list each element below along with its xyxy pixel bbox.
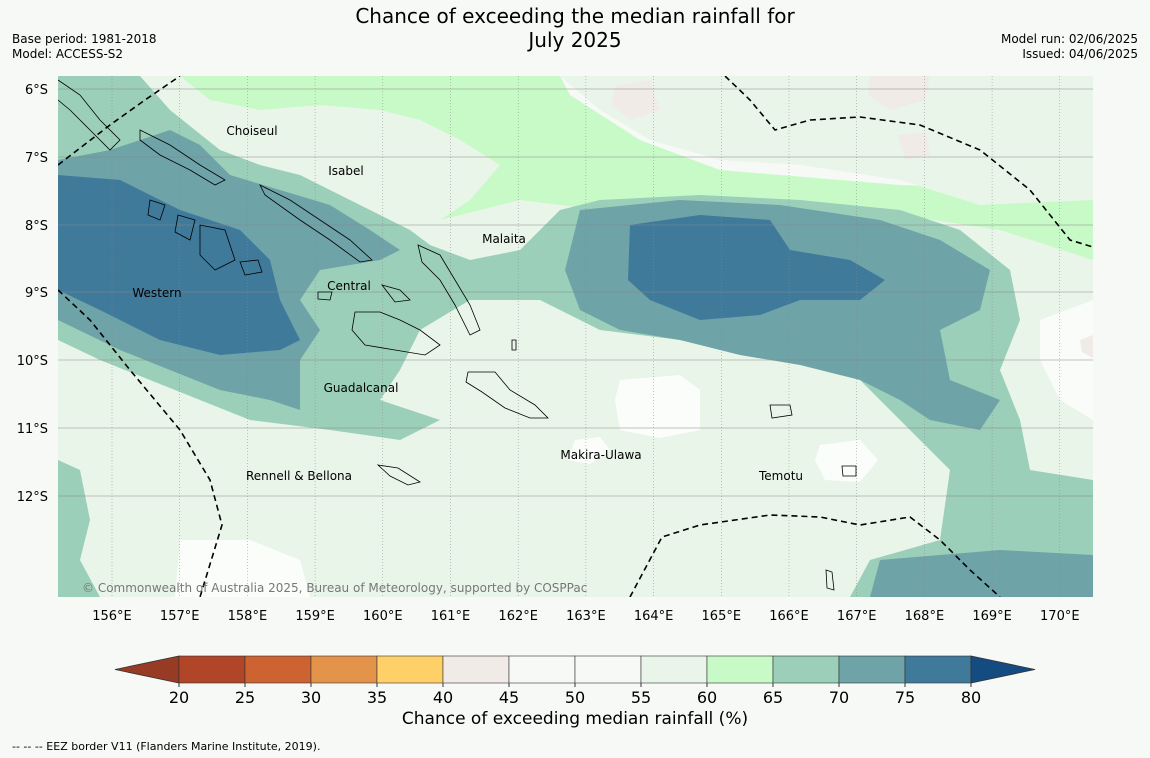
lon-label: 160°E [363,609,403,624]
colorbar-over-arrow [970,655,1036,684]
colorbar-segment [640,655,708,684]
region-label: Malaita [482,232,526,246]
region-label: Western [132,286,181,300]
base-period: Base period: 1981-2018 [12,32,157,46]
lon-label: 158°E [228,609,268,624]
title-line-1: Chance of exceeding the median rainfall … [355,4,795,28]
title-line-2: July 2025 [528,28,622,52]
lon-label: 159°E [295,609,335,624]
colorbar-tick: 20 [169,688,189,707]
colorbar-tick: 30 [301,688,321,707]
lon-label: 166°E [769,609,809,624]
lat-label: 6°S [25,83,48,98]
lat-label: 11°S [17,422,48,437]
region-labels: Choiseul Isabel Malaita Western Central Guada… [132,124,803,483]
lon-label: 163°E [566,609,606,624]
map-title: Chance of exceeding the median rainfall … [0,4,1150,52]
lat-label: 9°S [25,286,48,301]
lon-label: 169°E [972,609,1012,624]
lat-label: 7°S [25,151,48,166]
colorbar-tick: 35 [367,688,387,707]
lon-label: 161°E [431,609,471,624]
lon-labels: 156°E 157°E 158°E 159°E 160°E 161°E 162°E 163°E… [92,609,1079,624]
model-run: Model run: 02/06/2025 [1000,32,1138,46]
eez-footnote: -- -- -- EEZ border V11 (Flanders Marine… [12,740,321,753]
colorbar-tick: 70 [829,688,849,707]
lat-label: 10°S [17,354,48,369]
colorbar-segment [574,655,642,684]
region-label: Central [327,279,371,293]
colorbar-label: Chance of exceeding median rainfall (%) [401,709,749,729]
colorbar-segment [772,655,840,684]
coastlines [58,79,857,591]
lat-labels: 6°S 7°S 8°S 9°S 10°S 11°S 12°S [17,83,48,505]
copyright-text: © Commonwealth of Australia 2025, Bureau… [82,581,587,595]
eez-borders [58,76,1093,597]
region-label: Temotu [758,469,803,483]
colorbar-segment [838,655,906,684]
graticule [58,76,1093,597]
colorbar-segment [178,655,246,684]
colorbar-segment [376,655,444,684]
meta-right: Model run: 02/06/2025 Issued: 04/06/2025 [1001,32,1138,62]
colorbar-segment [244,655,312,684]
colorbar-segment [310,655,378,684]
meta-left: Base period: 1981-2018 Model: ACCESS-S2 [12,32,157,62]
colorbar-tick: 50 [565,688,585,707]
lon-label: 170°E [1040,609,1080,624]
colorbar-segment [904,655,972,684]
colorbar-tick: 80 [961,688,981,707]
contour-fields [58,76,1093,597]
model-name: Model: ACCESS-S2 [12,47,124,61]
region-label: Makira-Ulawa [560,448,641,462]
lon-label: 167°E [837,609,877,624]
colorbar-segment [706,655,774,684]
colorbar-tick: 25 [235,688,255,707]
lon-label: 162°E [498,609,538,624]
lon-label: 165°E [702,609,742,624]
lon-label: 157°E [160,609,200,624]
region-label: Guadalcanal [324,381,399,395]
colorbar-tick: 75 [895,688,915,707]
colorbar-tick: 55 [631,688,651,707]
region-label: Choiseul [226,124,277,138]
colorbar-tick: 65 [763,688,783,707]
lon-label: 156°E [92,609,132,624]
colorbar-tick: 60 [697,688,717,707]
colorbar-tick: 45 [499,688,519,707]
lat-label: 12°S [17,490,48,505]
colorbar-segment [442,655,510,684]
issued-date: Issued: 04/06/2025 [1022,47,1138,61]
lon-label: 168°E [905,609,945,624]
lon-label: 164°E [634,609,674,624]
colorbar-segment [508,655,576,684]
colorbar: 20 25 30 35 40 45 50 55 60 65 70 75 80 [114,655,1036,707]
colorbar-tick: 40 [433,688,453,707]
region-label: Rennell & Bellona [246,469,352,483]
region-label: Isabel [328,164,363,178]
lat-label: 8°S [25,219,48,234]
colorbar-under-arrow [114,655,180,684]
